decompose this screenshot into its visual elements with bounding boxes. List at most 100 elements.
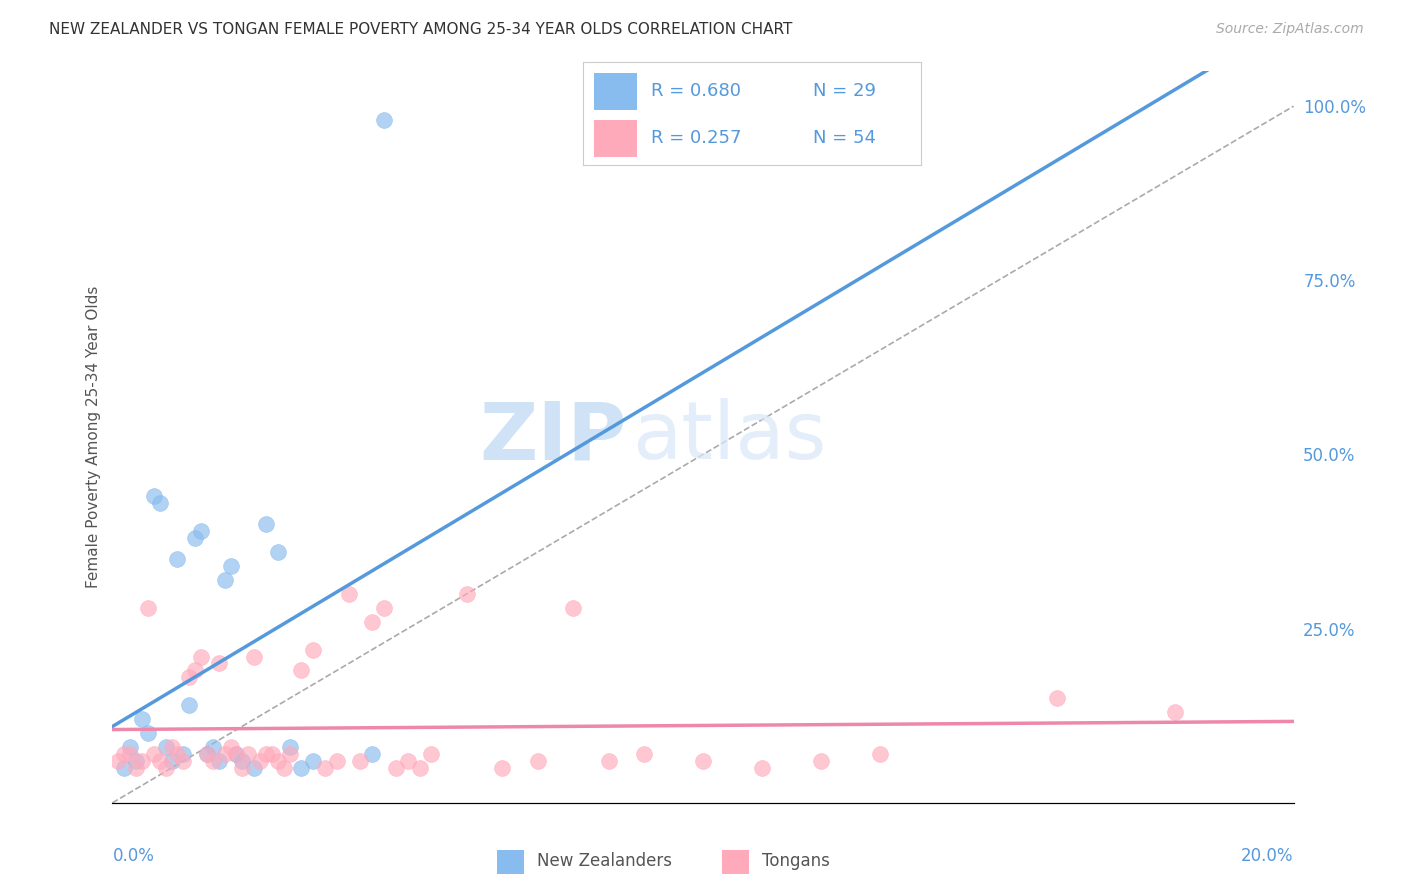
- FancyBboxPatch shape: [496, 849, 523, 874]
- Point: [142, 489, 165, 503]
- Point: [692, 754, 714, 768]
- Point: [373, 113, 395, 128]
- Text: R = 0.680: R = 0.680: [651, 82, 741, 100]
- Text: NEW ZEALANDER VS TONGAN FEMALE POVERTY AMONG 25-34 YEAR OLDS CORRELATION CHART: NEW ZEALANDER VS TONGAN FEMALE POVERTY A…: [49, 22, 793, 37]
- Point: [136, 726, 159, 740]
- Point: [633, 747, 655, 761]
- Point: [273, 761, 295, 775]
- Point: [179, 698, 201, 713]
- Point: [172, 747, 194, 761]
- Point: [120, 747, 142, 761]
- Point: [278, 740, 301, 755]
- Point: [243, 761, 266, 775]
- Point: [1046, 691, 1069, 706]
- Point: [349, 754, 371, 768]
- Point: [249, 754, 271, 768]
- Text: R = 0.257: R = 0.257: [651, 129, 741, 147]
- Point: [337, 587, 360, 601]
- Text: New Zealanders: New Zealanders: [537, 852, 672, 870]
- Point: [160, 754, 183, 768]
- Point: [225, 747, 247, 761]
- Point: [112, 761, 135, 775]
- Y-axis label: Female Poverty Among 25-34 Year Olds: Female Poverty Among 25-34 Year Olds: [86, 286, 101, 588]
- Text: atlas: atlas: [633, 398, 827, 476]
- Point: [1164, 705, 1187, 719]
- Point: [869, 747, 891, 761]
- Point: [179, 670, 201, 684]
- Point: [160, 740, 183, 755]
- Text: Source: ZipAtlas.com: Source: ZipAtlas.com: [1216, 22, 1364, 37]
- Point: [231, 754, 253, 768]
- Point: [208, 657, 231, 671]
- Point: [107, 754, 129, 768]
- Text: ZIP: ZIP: [479, 398, 626, 476]
- Point: [131, 712, 153, 726]
- Point: [219, 740, 242, 755]
- Point: [361, 747, 384, 761]
- Point: [214, 573, 236, 587]
- Text: 0.0%: 0.0%: [112, 847, 155, 864]
- Point: [373, 600, 395, 615]
- Point: [598, 754, 620, 768]
- Point: [302, 754, 325, 768]
- Point: [526, 754, 548, 768]
- FancyBboxPatch shape: [721, 849, 748, 874]
- Point: [190, 524, 212, 538]
- Text: Tongans: Tongans: [762, 852, 830, 870]
- Point: [225, 747, 247, 761]
- Point: [260, 747, 283, 761]
- Point: [166, 747, 188, 761]
- Point: [314, 761, 336, 775]
- Point: [278, 747, 301, 761]
- Point: [142, 747, 165, 761]
- Point: [456, 587, 478, 601]
- Point: [136, 600, 159, 615]
- Point: [385, 761, 408, 775]
- Point: [190, 649, 212, 664]
- Text: N = 54: N = 54: [813, 129, 876, 147]
- Text: 20.0%: 20.0%: [1241, 847, 1294, 864]
- Point: [396, 754, 419, 768]
- Text: N = 29: N = 29: [813, 82, 876, 100]
- Point: [155, 761, 177, 775]
- Point: [184, 531, 207, 545]
- FancyBboxPatch shape: [593, 73, 637, 110]
- Point: [361, 615, 384, 629]
- Point: [125, 754, 148, 768]
- Point: [243, 649, 266, 664]
- Point: [214, 747, 236, 761]
- Point: [326, 754, 349, 768]
- Point: [112, 747, 135, 761]
- Point: [267, 754, 290, 768]
- Point: [254, 747, 277, 761]
- Point: [408, 761, 430, 775]
- Point: [254, 517, 277, 532]
- Point: [120, 740, 142, 755]
- Point: [231, 761, 253, 775]
- Point: [131, 754, 153, 768]
- Point: [238, 747, 260, 761]
- FancyBboxPatch shape: [593, 120, 637, 157]
- Point: [751, 761, 773, 775]
- Point: [195, 747, 218, 761]
- Point: [149, 754, 172, 768]
- Point: [219, 558, 242, 573]
- Point: [267, 545, 290, 559]
- Point: [195, 747, 218, 761]
- Point: [290, 664, 312, 678]
- Point: [125, 761, 148, 775]
- Point: [208, 754, 231, 768]
- Point: [166, 552, 188, 566]
- Point: [491, 761, 513, 775]
- Point: [290, 761, 312, 775]
- Point: [302, 642, 325, 657]
- Point: [172, 754, 194, 768]
- Point: [184, 664, 207, 678]
- Point: [562, 600, 585, 615]
- Point: [420, 747, 443, 761]
- Point: [201, 754, 224, 768]
- Point: [810, 754, 832, 768]
- Point: [201, 740, 224, 755]
- Point: [149, 496, 172, 510]
- Point: [155, 740, 177, 755]
